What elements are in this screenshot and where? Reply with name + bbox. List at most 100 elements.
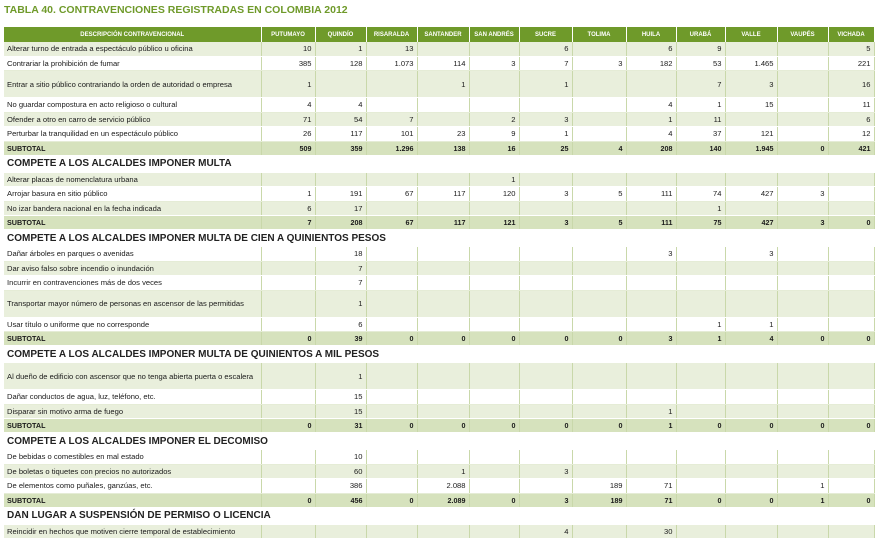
value-cell [725, 478, 778, 494]
value-cell [315, 524, 367, 539]
value-cell [366, 275, 418, 291]
value-cell: 3 [725, 246, 778, 262]
value-cell [626, 362, 677, 390]
table-row: Alterar turno de entrada a espectáculo p… [4, 42, 875, 57]
value-cell [366, 261, 418, 276]
value-cell: 138 [417, 141, 470, 156]
description-cell: No guardar compostura en acto religioso … [4, 97, 262, 113]
value-cell: 4 [261, 97, 316, 113]
value-cell: 3 [519, 112, 573, 127]
value-cell [469, 246, 520, 262]
value-cell [828, 524, 875, 539]
value-cell [366, 172, 418, 187]
value-cell: 4 [626, 126, 677, 142]
value-cell: 5 [572, 215, 627, 230]
value-cell [261, 317, 316, 332]
value-cell [828, 478, 875, 494]
value-cell [626, 261, 677, 276]
value-cell: 10 [315, 449, 367, 465]
column-header-region: TOLIMA [572, 27, 627, 42]
table-row: De elementos como puñales, ganzúas, etc.… [4, 478, 875, 494]
value-cell [828, 317, 875, 332]
value-cell: 386 [315, 478, 367, 494]
column-header-region: HUILA [626, 27, 677, 42]
value-cell: 0 [261, 493, 316, 508]
value-cell [417, 201, 470, 216]
value-cell [725, 261, 778, 276]
value-cell: 0 [417, 418, 470, 433]
value-cell: 1 [676, 317, 726, 332]
section-title: COMPETE A LOS ALCALDES IMPONER EL DECOMI… [4, 432, 874, 450]
value-cell [777, 42, 829, 57]
value-cell: 1 [626, 404, 677, 419]
value-cell: 0 [777, 141, 829, 156]
value-cell: 1 [777, 493, 829, 508]
value-cell [626, 201, 677, 216]
section-title: COMPETE A LOS ALCALDES IMPONER MULTA [4, 155, 874, 173]
value-cell [777, 56, 829, 71]
value-cell: 0 [676, 493, 726, 508]
value-cell: 1.945 [725, 141, 778, 156]
value-cell: 10 [261, 42, 316, 57]
value-cell: 3 [469, 56, 520, 71]
value-cell [261, 478, 316, 494]
value-cell: 1 [315, 290, 367, 318]
value-cell: 23 [417, 126, 470, 142]
value-cell: 18 [315, 246, 367, 262]
column-header-region: PUTUMAYO [261, 27, 316, 42]
column-header-region: VAUPÉS [777, 27, 829, 42]
value-cell: 4 [626, 97, 677, 113]
value-cell: 0 [572, 331, 627, 346]
description-cell: No izar bandera nacional en la fecha ind… [4, 201, 262, 216]
value-cell: 6 [261, 201, 316, 216]
description-cell: De boletas o tiquetes con precios no aut… [4, 464, 262, 479]
value-cell [828, 246, 875, 262]
value-cell [777, 172, 829, 187]
value-cell [469, 478, 520, 494]
value-cell [366, 290, 418, 318]
value-cell [626, 275, 677, 291]
value-cell: 1 [519, 70, 573, 98]
value-cell: 1 [261, 186, 316, 202]
value-cell: 1.073 [366, 56, 418, 71]
value-cell [572, 261, 627, 276]
value-cell [676, 362, 726, 390]
value-cell [519, 362, 573, 390]
subtotal-label: SUBTOTAL [4, 493, 262, 508]
value-cell [366, 404, 418, 419]
subtotal-label: SUBTOTAL [4, 215, 262, 230]
value-cell [366, 97, 418, 113]
value-cell: 221 [828, 56, 875, 71]
value-cell: 208 [626, 141, 677, 156]
value-cell [417, 449, 470, 465]
table-row: Transportar mayor número de personas en … [4, 290, 875, 318]
value-cell [725, 201, 778, 216]
value-cell [725, 112, 778, 127]
value-cell: 128 [315, 56, 367, 71]
description-cell: Transportar mayor número de personas en … [4, 290, 262, 318]
column-header-region: QUINDÍO [315, 27, 367, 42]
value-cell: 0 [572, 418, 627, 433]
value-cell [519, 478, 573, 494]
value-cell [777, 464, 829, 479]
value-cell: 67 [366, 186, 418, 202]
value-cell [626, 464, 677, 479]
description-cell: Alterar placas de nomenclatura urbana [4, 172, 262, 187]
value-cell [519, 275, 573, 291]
value-cell [417, 524, 470, 539]
value-cell [417, 42, 470, 57]
value-cell [572, 246, 627, 262]
value-cell [828, 404, 875, 419]
value-cell [676, 404, 726, 419]
value-cell [828, 172, 875, 187]
value-cell [777, 449, 829, 465]
value-cell: 7 [366, 112, 418, 127]
description-cell: Ofender a otro en carro de servicio públ… [4, 112, 262, 127]
value-cell [469, 290, 520, 318]
value-cell [469, 449, 520, 465]
description-cell: Entrar a sitio público contrariando la o… [4, 70, 262, 98]
value-cell: 1 [469, 172, 520, 187]
value-cell: 6 [626, 42, 677, 57]
value-cell: 26 [261, 126, 316, 142]
column-header-region: SUCRE [519, 27, 573, 42]
